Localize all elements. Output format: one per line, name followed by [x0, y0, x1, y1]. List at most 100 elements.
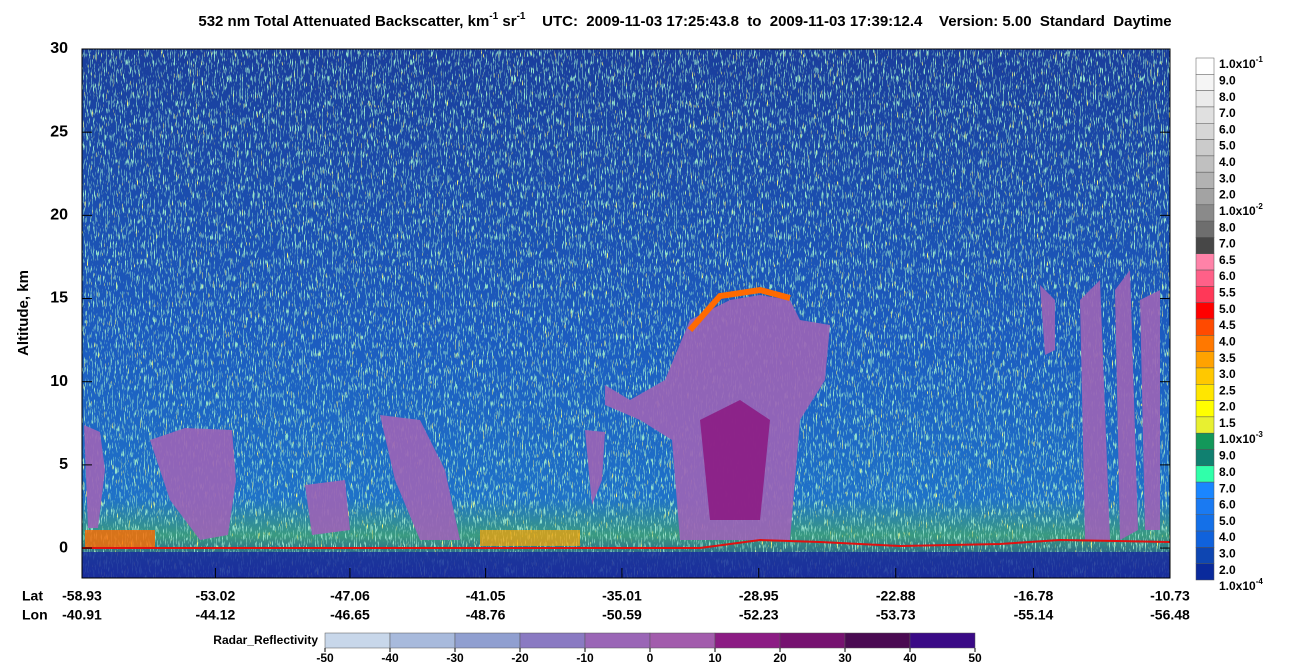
surface-return — [480, 530, 580, 546]
colorbar-label: 7.0 — [1219, 106, 1236, 120]
colorbar-swatch — [1195, 269, 1215, 287]
colorbar-swatch — [1195, 188, 1215, 206]
colorbar-swatch — [1195, 449, 1215, 467]
surface-line — [82, 538, 1170, 549]
radar-tick-label: -10 — [576, 651, 594, 665]
colorbar-label: 1.0x10-1 — [1219, 55, 1263, 71]
colorbar-label: 2.0 — [1219, 188, 1236, 202]
colorbar-label: 5.0 — [1219, 302, 1236, 316]
x-tick-label: -16.78 — [1014, 588, 1054, 604]
x2-tick-label: -56.48 — [1150, 607, 1190, 623]
x-tick-label: -58.93 — [62, 588, 102, 604]
colorbar-swatch — [1195, 220, 1215, 238]
radar-tick-label: 20 — [773, 651, 787, 665]
radar-swatch — [519, 632, 586, 649]
colorbar-label-sup: -3 — [1256, 430, 1264, 439]
colorbar-swatch — [1195, 253, 1215, 271]
colorbar-label: 7.0 — [1219, 481, 1236, 495]
title-sup: -1 — [489, 11, 498, 22]
x2-tick-label: -40.91 — [62, 607, 102, 623]
colorbar-label: 4.5 — [1219, 318, 1236, 332]
y-tick-label: 30 — [50, 40, 68, 57]
colorbar-swatch — [1195, 384, 1215, 401]
colorbar-label: 6.0 — [1219, 498, 1236, 512]
colorbar-swatch — [1195, 106, 1215, 124]
colorbar-swatch — [1195, 367, 1215, 385]
colorbar-swatch — [1195, 57, 1215, 75]
x-tick-label: -35.01 — [602, 588, 642, 604]
colorbar-label: 5.5 — [1219, 286, 1236, 300]
radar-tick-label: 0 — [647, 651, 654, 665]
colorbar-label: 2.5 — [1219, 383, 1236, 397]
colorbar-swatch — [1195, 498, 1215, 515]
y-tick-label: 5 — [59, 456, 68, 473]
colorbar-label: 5.0 — [1219, 139, 1236, 153]
radar-swatch — [779, 632, 846, 649]
colorbar-swatch — [1195, 400, 1215, 418]
colorbar-label: 3.0 — [1219, 171, 1236, 185]
cloud-top — [687, 286, 791, 332]
colorbar-label-sup: -1 — [1256, 55, 1264, 64]
chart-title: 532 nm Total Attenuated Backscatter, km-… — [198, 11, 1171, 30]
colorbar-label: 1.0x10-2 — [1219, 202, 1263, 218]
x-tick-label: -41.05 — [466, 588, 506, 604]
colorbar-swatch — [1195, 530, 1215, 548]
x-tick-label: -47.06 — [330, 588, 370, 604]
radar-tick-label: 10 — [708, 651, 722, 665]
colorbar-label: 8.0 — [1219, 220, 1236, 234]
colorbar-swatch — [1195, 90, 1215, 108]
x-tick-label: -10.73 — [1150, 588, 1190, 604]
colorbar-swatch — [1195, 563, 1215, 581]
radar-label: Radar_Reflectivity — [213, 633, 318, 647]
colorbar-swatch — [1195, 286, 1215, 303]
radar-swatch — [389, 632, 456, 649]
colorbar-label: 7.0 — [1219, 237, 1236, 251]
colorbar-swatch — [1195, 123, 1215, 140]
radar-swatch — [714, 632, 781, 649]
colorbar-swatch — [1195, 171, 1215, 189]
radar-swatch — [584, 632, 651, 649]
colorbar-swatch — [1195, 351, 1215, 369]
colorbar-label-base: 1.0x10 — [1219, 57, 1256, 71]
colorbar-label-sup: -2 — [1256, 202, 1264, 211]
colorbar-swatch — [1195, 155, 1215, 173]
y-tick-label: 15 — [50, 290, 68, 307]
radar-tick-label: -40 — [381, 651, 399, 665]
colorbar-label: 8.0 — [1219, 90, 1236, 104]
colorbar-label: 2.0 — [1219, 563, 1236, 577]
colorbar-label: 6.0 — [1219, 269, 1236, 283]
y-tick-label: 0 — [59, 539, 68, 556]
colorbar-label: 6.0 — [1219, 122, 1236, 136]
y-axis-label: Altitude, km — [15, 270, 32, 356]
colorbar-swatch — [1195, 302, 1215, 320]
title-text: 532 nm Total Attenuated Backscatter, km — [198, 13, 489, 30]
colorbar-label: 3.0 — [1219, 547, 1236, 561]
colorbar-swatch — [1195, 432, 1215, 450]
colorbar-label: 8.0 — [1219, 465, 1236, 479]
colorbar-label: 5.0 — [1219, 514, 1236, 528]
radar-tick-label: 30 — [838, 651, 852, 665]
radar-tick-label: 50 — [968, 651, 982, 665]
version: Version: 5.00 Standard Daytime — [939, 13, 1172, 30]
colorbar-swatch — [1195, 237, 1215, 254]
colorbar-label: 3.5 — [1219, 351, 1236, 365]
colorbar-label: 3.0 — [1219, 367, 1236, 381]
colorbar-label-base: 1.0x10 — [1219, 204, 1256, 218]
colorbar-label: 4.0 — [1219, 155, 1236, 169]
colorbar-swatch — [1195, 514, 1215, 532]
title-sup: -1 — [517, 11, 526, 22]
colorbar-label: 1.0x10-3 — [1219, 430, 1263, 446]
surface-return — [85, 530, 155, 548]
x2-tick-label: -48.76 — [466, 607, 506, 623]
radar-tick-label: -20 — [511, 651, 529, 665]
colorbar-label: 4.0 — [1219, 334, 1236, 348]
radar-tick-label: -30 — [446, 651, 464, 665]
subsurface — [82, 552, 1170, 578]
colorbar-swatch — [1195, 335, 1215, 352]
y-tick-label: 25 — [50, 123, 68, 140]
x2-tick-label: -46.65 — [330, 607, 370, 623]
backscatter-noise — [82, 49, 1170, 578]
time-range: UTC: 2009-11-03 17:25:43.8 to 2009-11-03… — [542, 13, 923, 30]
colorbar-swatch — [1195, 204, 1215, 222]
